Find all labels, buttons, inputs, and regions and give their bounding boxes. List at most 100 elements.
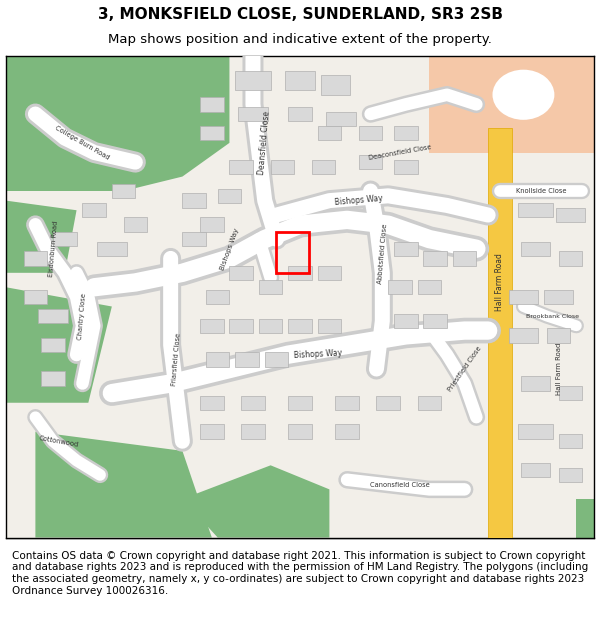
Bar [288, 266, 312, 280]
Bar [235, 352, 259, 367]
Text: Bishops Way: Bishops Way [293, 349, 342, 361]
Bar [200, 217, 224, 232]
Bar [317, 126, 341, 141]
Circle shape [491, 68, 556, 121]
Bar [424, 314, 447, 328]
Text: Canonsfield Close: Canonsfield Close [370, 481, 430, 488]
Bar [229, 319, 253, 333]
Bar [509, 289, 538, 304]
Bar [23, 289, 47, 304]
Bar [288, 396, 312, 410]
Bar [41, 371, 65, 386]
Bar [206, 289, 229, 304]
Bar [124, 217, 147, 232]
Bar [317, 266, 341, 280]
Bar [277, 232, 309, 272]
Bar [229, 160, 253, 174]
Text: Hall Farm Road: Hall Farm Road [556, 343, 562, 395]
Text: Abbotsfield Close: Abbotsfield Close [377, 223, 388, 284]
Bar [335, 424, 359, 439]
Polygon shape [488, 129, 512, 538]
Bar [271, 160, 294, 174]
Bar [38, 309, 68, 323]
Bar [182, 193, 206, 208]
Bar [229, 266, 253, 280]
Bar [200, 396, 224, 410]
Bar [82, 203, 106, 217]
Bar [544, 289, 574, 304]
Bar [241, 396, 265, 410]
Bar [521, 463, 550, 478]
Bar [359, 155, 382, 169]
Bar [418, 396, 441, 410]
Text: Bishops Way: Bishops Way [334, 194, 383, 208]
Bar [547, 328, 571, 342]
Bar [453, 251, 476, 266]
Bar [359, 126, 382, 141]
Bar [286, 71, 315, 90]
Bar [182, 232, 206, 246]
Bar [424, 251, 447, 266]
Text: Cottonwood: Cottonwood [38, 435, 79, 447]
Bar [556, 208, 585, 222]
Bar [265, 352, 288, 367]
Text: Deansfield Close: Deansfield Close [257, 111, 272, 175]
Bar [200, 319, 224, 333]
Bar [509, 328, 538, 342]
Bar [320, 76, 350, 95]
Bar [200, 97, 224, 112]
Bar [288, 319, 312, 333]
Text: Deaconsfield Close: Deaconsfield Close [368, 144, 432, 161]
Bar [518, 424, 553, 439]
Bar [206, 352, 229, 367]
Bar [394, 314, 418, 328]
Bar [23, 251, 47, 266]
Polygon shape [6, 56, 229, 191]
Text: Priestfield Close: Priestfield Close [447, 346, 482, 392]
Bar [41, 338, 65, 352]
Bar [521, 376, 550, 391]
Text: Chantry Close: Chantry Close [77, 292, 88, 340]
Polygon shape [182, 465, 329, 538]
Bar [53, 232, 77, 246]
Bar [521, 241, 550, 256]
Bar [200, 126, 224, 141]
Bar [418, 280, 441, 294]
Text: Friarsfield Close: Friarsfield Close [171, 332, 182, 386]
Bar [559, 434, 582, 449]
Polygon shape [430, 56, 594, 152]
Bar [112, 184, 136, 198]
Bar [288, 424, 312, 439]
Bar [259, 280, 283, 294]
Text: Knollside Close: Knollside Close [516, 188, 566, 194]
Bar [394, 241, 418, 256]
Text: Map shows position and indicative extent of the property.: Map shows position and indicative extent… [108, 33, 492, 46]
Text: Elsdonburn Road: Elsdonburn Road [47, 221, 58, 277]
Bar [312, 160, 335, 174]
Bar [97, 241, 127, 256]
Polygon shape [6, 201, 77, 272]
Polygon shape [6, 288, 112, 402]
Polygon shape [577, 499, 594, 538]
Bar [317, 319, 341, 333]
Bar [518, 203, 553, 217]
Polygon shape [35, 432, 212, 538]
Text: College Burn Road: College Burn Road [54, 125, 110, 161]
Text: 3, MONKSFIELD CLOSE, SUNDERLAND, SR3 2SB: 3, MONKSFIELD CLOSE, SUNDERLAND, SR3 2SB [97, 8, 503, 22]
Bar [559, 251, 582, 266]
Bar [218, 189, 241, 203]
Bar [238, 107, 268, 121]
Bar [235, 71, 271, 90]
Bar [259, 319, 283, 333]
Bar [376, 396, 400, 410]
Bar [200, 424, 224, 439]
Bar [326, 112, 356, 126]
Text: Brookbank Close: Brookbank Close [526, 314, 580, 319]
Bar [394, 160, 418, 174]
Text: Bishops Way: Bishops Way [219, 227, 240, 271]
Bar [241, 424, 265, 439]
Text: Contains OS data © Crown copyright and database right 2021. This information is : Contains OS data © Crown copyright and d… [12, 551, 588, 596]
Bar [559, 386, 582, 401]
Bar [394, 126, 418, 141]
Bar [559, 468, 582, 482]
